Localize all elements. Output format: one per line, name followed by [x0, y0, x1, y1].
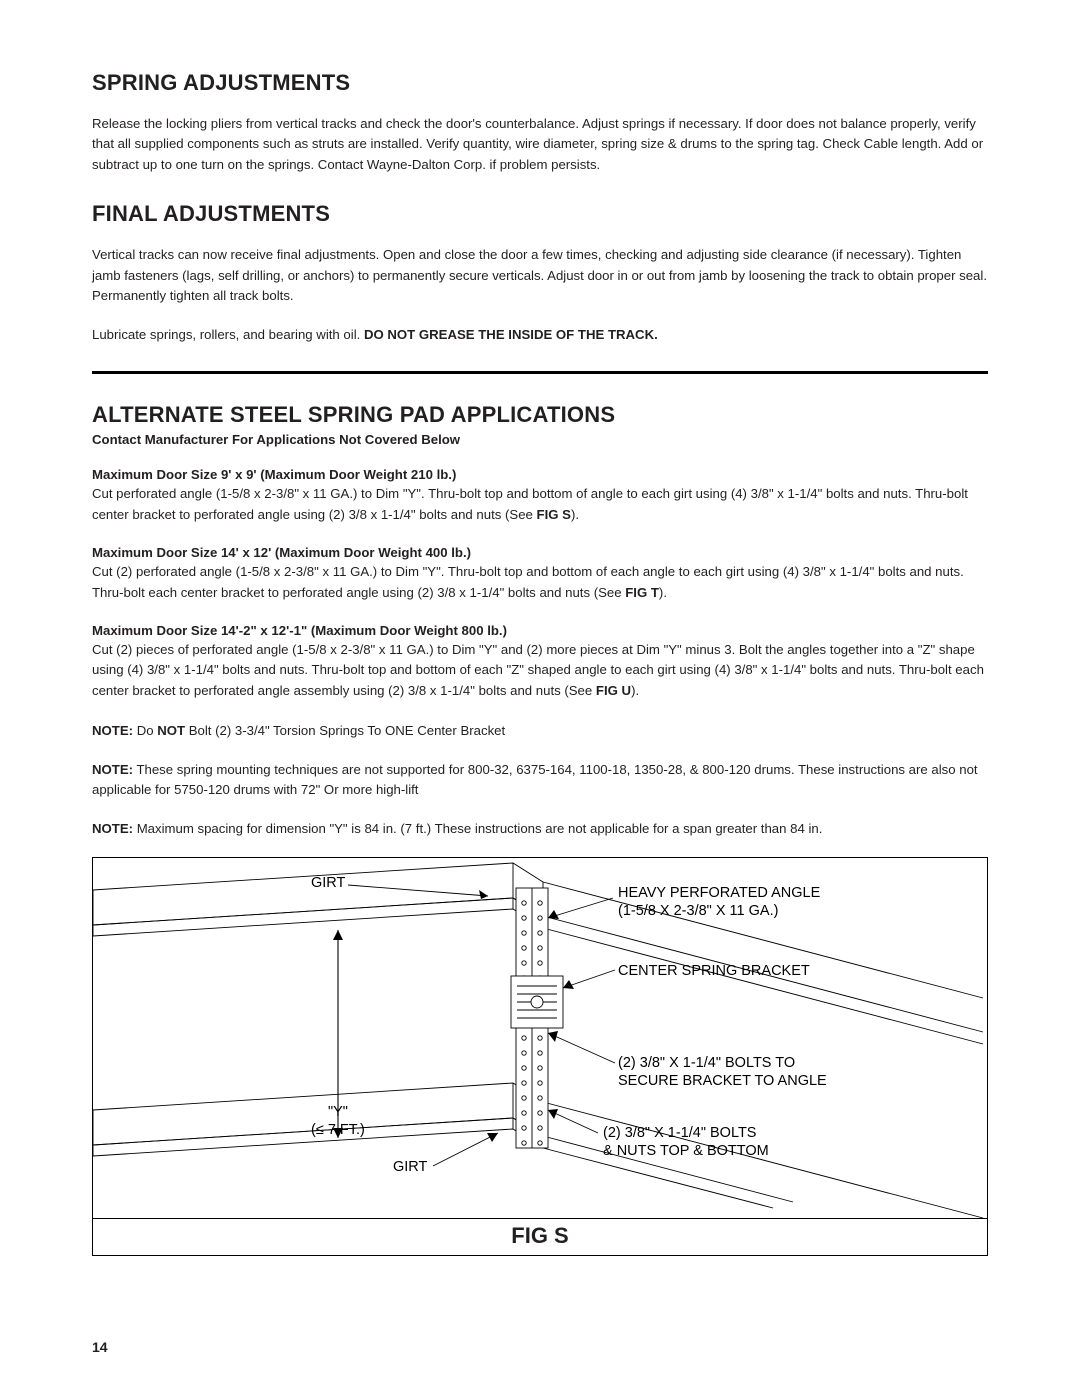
annot-y-dimension: "Y" (≤ 7 FT.) — [311, 1103, 365, 1139]
option-2-figref: FIG T — [625, 585, 659, 600]
annot-bolts-nuts-l1: (2) 3/8" X 1-1/4" BOLTS — [603, 1125, 756, 1141]
option-1-block: Maximum Door Size 9' x 9' (Maximum Door … — [92, 467, 988, 525]
note-1-prefix: NOTE: — [92, 723, 133, 738]
option-3-post: ). — [631, 683, 639, 698]
para-final-adjustments-2: Lubricate springs, rollers, and bearing … — [92, 325, 988, 345]
note-2-prefix: NOTE: — [92, 762, 133, 777]
note-1-mid: Do — [133, 723, 157, 738]
annot-center-bracket: CENTER SPRING BRACKET — [618, 962, 810, 980]
para-final-adjustments-1: Vertical tracks can now receive final ad… — [92, 245, 988, 306]
annot-bolts-nuts: (2) 3/8" X 1-1/4" BOLTS & NUTS TOP & BOT… — [603, 1124, 769, 1160]
figure-bottom-rule — [93, 1218, 987, 1219]
text-contact-manufacturer: Contact Manufacturer For Applications No… — [92, 432, 988, 447]
option-3-title: Maximum Door Size 14'-2" x 12'-1" (Maxim… — [92, 623, 988, 638]
option-2-post: ). — [659, 585, 667, 600]
text-do-not-grease: DO NOT GREASE THE INSIDE OF THE TRACK. — [364, 327, 658, 342]
annot-girt-top: GIRT — [311, 874, 345, 892]
note-3-body: Maximum spacing for dimension "Y" is 84 … — [133, 821, 822, 836]
note-3-prefix: NOTE: — [92, 821, 133, 836]
option-1-pre: Cut perforated angle (1-5/8 x 2-3/8" x 1… — [92, 486, 968, 521]
annot-bolts-secure-l1: (2) 3/8" X 1-1/4" BOLTS TO — [618, 1055, 795, 1071]
option-2-block: Maximum Door Size 14' x 12' (Maximum Doo… — [92, 545, 988, 603]
note-3: NOTE: Maximum spacing for dimension "Y" … — [92, 819, 988, 839]
note-1-post: Bolt (2) 3-3/4" Torsion Springs To ONE C… — [185, 723, 505, 738]
annot-bolts-nuts-l2: & NUTS TOP & BOTTOM — [603, 1143, 769, 1159]
page-number: 14 — [92, 1339, 108, 1355]
option-3-body: Cut (2) pieces of perforated angle (1-5/… — [92, 640, 988, 701]
heading-spring-adjustments: SPRING ADJUSTMENTS — [92, 70, 988, 96]
option-3-pre: Cut (2) pieces of perforated angle (1-5/… — [92, 642, 984, 698]
option-1-figref: FIG S — [537, 507, 571, 522]
option-1-title: Maximum Door Size 9' x 9' (Maximum Door … — [92, 467, 988, 482]
note-1: NOTE: Do NOT Bolt (2) 3-3/4" Torsion Spr… — [92, 721, 988, 741]
annot-heavy-angle-l2: (1-5/8 X 2-3/8" X 11 GA.) — [618, 903, 778, 919]
annot-y-label: "Y" — [328, 1104, 348, 1120]
note-2-body: These spring mounting techniques are not… — [92, 762, 978, 797]
figure-s-container: GIRT HEAVY PERFORATED ANGLE (1-5/8 X 2-3… — [92, 857, 988, 1256]
option-2-pre: Cut (2) perforated angle (1-5/8 x 2-3/8"… — [92, 564, 964, 599]
option-2-body: Cut (2) perforated angle (1-5/8 x 2-3/8"… — [92, 562, 988, 603]
note-1-bold: NOT — [157, 723, 185, 738]
heading-final-adjustments: FINAL ADJUSTMENTS — [92, 201, 988, 227]
option-1-post: ). — [571, 507, 579, 522]
section-divider — [92, 371, 988, 374]
note-2: NOTE: These spring mounting techniques a… — [92, 760, 988, 801]
heading-alternate-applications: ALTERNATE STEEL SPRING PAD APPLICATIONS — [92, 402, 988, 428]
annot-y-sub: (≤ 7 FT.) — [311, 1122, 365, 1138]
annot-girt-bottom: GIRT — [393, 1158, 427, 1176]
option-2-title: Maximum Door Size 14' x 12' (Maximum Doo… — [92, 545, 988, 560]
annot-heavy-angle-l1: HEAVY PERFORATED ANGLE — [618, 885, 820, 901]
para-spring-adjustments: Release the locking pliers from vertical… — [92, 114, 988, 175]
annot-bolts-secure: (2) 3/8" X 1-1/4" BOLTS TO SECURE BRACKE… — [618, 1054, 827, 1090]
option-3-figref: FIG U — [596, 683, 631, 698]
annot-bolts-secure-l2: SECURE BRACKET TO ANGLE — [618, 1073, 827, 1089]
option-1-body: Cut perforated angle (1-5/8 x 2-3/8" x 1… — [92, 484, 988, 525]
text-lubricate: Lubricate springs, rollers, and bearing … — [92, 327, 364, 342]
annot-heavy-angle: HEAVY PERFORATED ANGLE (1-5/8 X 2-3/8" X… — [618, 884, 820, 920]
figure-label: FIG S — [93, 1223, 987, 1249]
option-3-block: Maximum Door Size 14'-2" x 12'-1" (Maxim… — [92, 623, 988, 701]
figure-s-diagram — [93, 858, 985, 1256]
